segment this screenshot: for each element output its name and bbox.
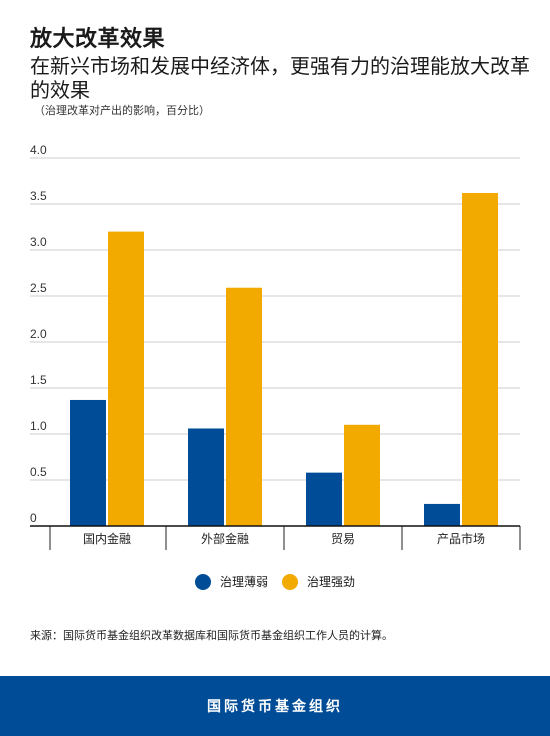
legend-swatch-weak <box>194 573 211 590</box>
bar <box>70 399 106 526</box>
x-tick-label: 外部金融 <box>201 531 249 546</box>
legend-item-strong: 治理强劲 <box>282 573 355 590</box>
y-tick-label: 3.0 <box>30 235 47 249</box>
legend-swatch-strong <box>282 573 298 590</box>
bar-chart: 0 0.5 1.0 1.5 2.0 2.5 3.0 3.5 4.0 国内金融 外部金融 贸易 产品市场 <box>30 143 521 550</box>
bar <box>344 424 380 526</box>
source-note: 来源：国际货币基金组织改革数据库和国际货币基金组织工作人员的计算。 <box>30 629 393 642</box>
footer-org-name: 国际货币基金组织 <box>207 699 343 715</box>
y-tick-label: 1.0 <box>30 419 47 433</box>
bar <box>108 231 144 526</box>
x-tick-label: 产品市场 <box>437 531 485 546</box>
legend-label-strong: 治理强劲 <box>307 575 356 589</box>
bar <box>226 287 262 526</box>
y-tick-label: 4.0 <box>30 143 47 157</box>
chart-title: 放大改革效果 <box>30 27 166 52</box>
bar <box>424 503 460 526</box>
bar <box>306 472 342 526</box>
x-tick-label: 国内金融 <box>83 531 131 546</box>
y-tick-label: 2.5 <box>30 281 47 295</box>
y-tick-label: 0 <box>30 511 37 525</box>
bar <box>188 428 224 526</box>
y-tick-label: 1.5 <box>30 373 47 387</box>
legend-label-weak: 治理薄弱 <box>219 575 268 589</box>
legend-item-weak: 治理薄弱 <box>194 573 268 590</box>
chart-note: （治理改革对产出的影响，百分比） <box>34 104 210 117</box>
bar <box>462 192 498 526</box>
y-tick-label: 3.5 <box>30 189 47 203</box>
chart-legend: 治理薄弱 治理强劲 <box>0 573 550 590</box>
chart-subtitle: 在新兴市场和发展中经济体，更强有力的治理能放大改革的效果 <box>30 54 530 102</box>
y-tick-label: 0.5 <box>30 465 47 479</box>
y-tick-label: 2.0 <box>30 327 47 341</box>
x-tick-label: 贸易 <box>331 532 355 546</box>
footer-banner: 国际货币基金组织 <box>0 676 550 736</box>
